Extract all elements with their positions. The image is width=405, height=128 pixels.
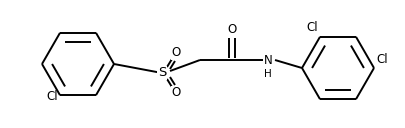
Text: O: O — [171, 87, 180, 99]
Text: H: H — [264, 69, 271, 79]
Text: O: O — [171, 46, 180, 60]
Text: Cl: Cl — [306, 21, 317, 34]
Text: Cl: Cl — [375, 53, 387, 66]
Text: N: N — [263, 54, 272, 67]
Text: S: S — [158, 67, 166, 79]
Text: Cl: Cl — [46, 90, 58, 103]
Text: O: O — [227, 23, 236, 36]
